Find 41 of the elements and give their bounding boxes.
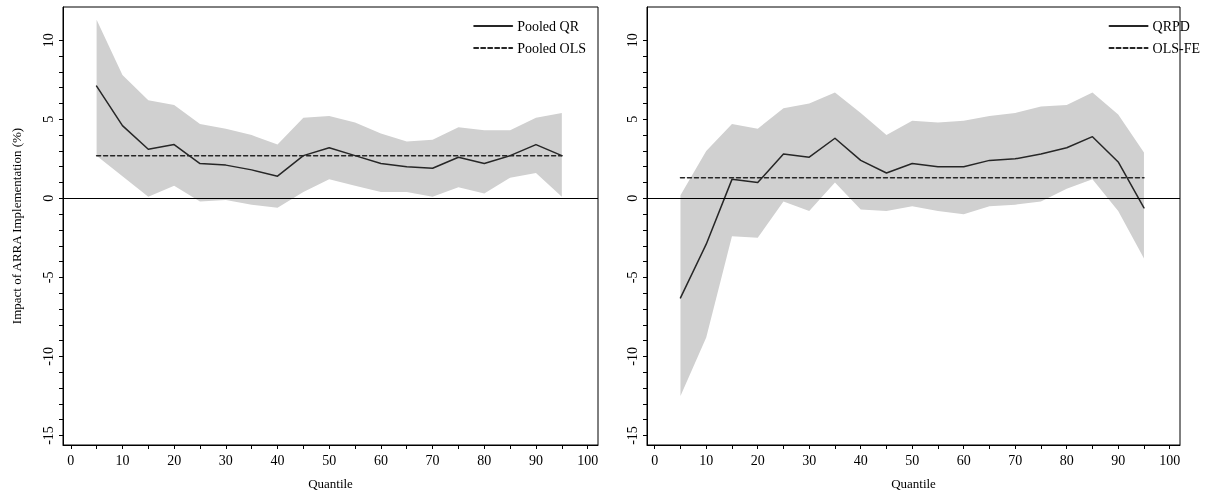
- y-tick-label: -15: [624, 426, 640, 445]
- x-tick-label: 60: [373, 452, 388, 468]
- y-tick-label: 5: [624, 115, 640, 123]
- y-tick-label: -15: [40, 426, 56, 445]
- y-tick-label: 0: [40, 194, 56, 202]
- x-tick-label: 30: [218, 452, 233, 468]
- x-axis-title: Quantile: [308, 476, 354, 491]
- x-tick-label: 70: [425, 452, 440, 468]
- x-tick-label: 70: [1008, 452, 1023, 468]
- x-tick-label: 100: [577, 452, 599, 468]
- y-tick-label: -10: [40, 347, 56, 366]
- x-tick-label: 50: [905, 452, 920, 468]
- y-tick-label: 10: [40, 33, 56, 48]
- x-axis-title: Quantile: [891, 476, 937, 491]
- x-tick-label: 90: [1111, 452, 1126, 468]
- x-tick-label: 0: [651, 452, 659, 468]
- x-tick-label: 20: [167, 452, 182, 468]
- y-axis-title: Impact of ARRA Implementation (%): [9, 127, 24, 325]
- x-tick-label: 50: [322, 452, 337, 468]
- x-tick-label: 100: [1159, 452, 1181, 468]
- x-tick-label: 10: [115, 452, 130, 468]
- y-tick-label: -10: [624, 347, 640, 366]
- legend-label: QRPD: [1152, 18, 1190, 34]
- x-tick-label: 80: [1059, 452, 1074, 468]
- x-tick-label: 0: [67, 452, 75, 468]
- x-tick-label: 40: [853, 452, 868, 468]
- y-tick-label: 5: [40, 115, 56, 123]
- legend-label: OLS-FE: [1152, 40, 1200, 56]
- x-tick-label: 60: [956, 452, 971, 468]
- y-tick-label: -5: [624, 271, 640, 284]
- x-tick-label: 10: [699, 452, 714, 468]
- x-tick-label: 40: [270, 452, 285, 468]
- y-tick-label: -5: [40, 271, 56, 284]
- y-tick-label: 0: [624, 194, 640, 202]
- y-tick-label: 10: [624, 33, 640, 48]
- x-tick-label: 80: [477, 452, 492, 468]
- x-tick-label: 30: [802, 452, 817, 468]
- x-tick-label: 20: [750, 452, 765, 468]
- legend-label: Pooled OLS: [517, 40, 587, 56]
- x-tick-label: 90: [528, 452, 543, 468]
- legend-label: Pooled QR: [517, 18, 580, 34]
